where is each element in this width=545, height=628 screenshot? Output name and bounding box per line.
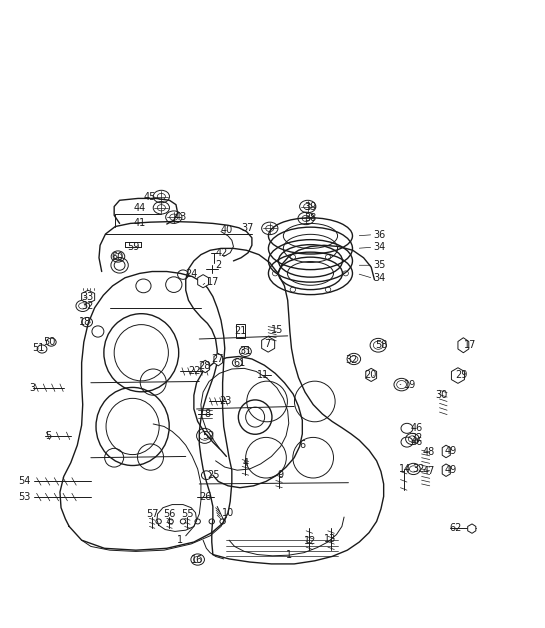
Bar <box>235 324 245 338</box>
Text: 61: 61 <box>234 358 246 368</box>
Text: 30: 30 <box>435 390 447 400</box>
Text: 43: 43 <box>175 212 187 222</box>
Text: 45: 45 <box>143 192 156 202</box>
Text: 60: 60 <box>112 252 124 261</box>
Text: 49: 49 <box>444 447 457 457</box>
Text: 18: 18 <box>79 317 91 327</box>
Text: 46: 46 <box>410 437 422 447</box>
Text: 21: 21 <box>234 327 246 337</box>
Polygon shape <box>458 338 469 353</box>
Polygon shape <box>442 445 450 458</box>
Text: 9: 9 <box>277 470 284 480</box>
Text: 37: 37 <box>241 224 254 234</box>
Polygon shape <box>442 464 450 477</box>
Text: 2: 2 <box>216 260 222 270</box>
Text: 56: 56 <box>164 509 175 519</box>
Text: 51: 51 <box>32 344 45 354</box>
Text: 25: 25 <box>208 470 220 480</box>
Polygon shape <box>366 369 377 381</box>
Text: 57: 57 <box>146 509 159 519</box>
Text: 16: 16 <box>190 555 203 565</box>
Text: 50: 50 <box>43 337 55 347</box>
Text: 36: 36 <box>373 230 386 240</box>
Text: 19: 19 <box>404 379 416 389</box>
Text: 8: 8 <box>204 409 210 419</box>
Text: 27: 27 <box>211 354 223 364</box>
Text: 10: 10 <box>222 507 234 517</box>
Text: 4: 4 <box>243 458 249 468</box>
Text: 20: 20 <box>365 371 377 380</box>
Text: 23: 23 <box>219 396 231 406</box>
Text: 12: 12 <box>304 536 317 546</box>
Text: 13: 13 <box>324 534 337 544</box>
Text: 3: 3 <box>30 382 36 392</box>
Text: 32: 32 <box>82 301 94 311</box>
Text: 52: 52 <box>202 431 215 441</box>
Text: 41: 41 <box>134 219 146 229</box>
Text: 55: 55 <box>181 509 193 519</box>
Text: 24: 24 <box>186 269 198 279</box>
Text: 48: 48 <box>423 447 435 457</box>
Text: 32: 32 <box>410 433 422 443</box>
Text: 29: 29 <box>455 371 468 380</box>
Text: 59: 59 <box>127 242 140 252</box>
Text: 14: 14 <box>399 464 411 474</box>
Text: 28: 28 <box>198 361 211 371</box>
Text: 31: 31 <box>240 347 252 357</box>
Text: 17: 17 <box>207 276 219 286</box>
Text: 58: 58 <box>375 340 387 350</box>
Text: 42: 42 <box>216 249 228 258</box>
Text: 32: 32 <box>345 355 358 365</box>
Text: 46: 46 <box>410 423 422 433</box>
Polygon shape <box>82 290 95 303</box>
Polygon shape <box>468 524 476 533</box>
Text: 40: 40 <box>220 225 233 235</box>
Text: 34: 34 <box>373 242 386 252</box>
Text: 7: 7 <box>264 339 270 349</box>
Text: 22: 22 <box>189 366 201 376</box>
Text: 38: 38 <box>304 214 316 224</box>
Text: 44: 44 <box>133 203 146 213</box>
Text: 26: 26 <box>199 492 211 502</box>
Polygon shape <box>451 368 464 383</box>
Polygon shape <box>262 337 275 352</box>
Text: 35: 35 <box>373 260 386 270</box>
Text: 5: 5 <box>45 431 52 441</box>
Text: 54: 54 <box>18 477 31 487</box>
Text: 15: 15 <box>271 325 284 335</box>
Polygon shape <box>198 274 209 288</box>
Text: 53: 53 <box>18 492 31 502</box>
Text: 39: 39 <box>304 202 316 212</box>
Text: 17: 17 <box>464 340 476 350</box>
Polygon shape <box>214 354 222 366</box>
Text: 62: 62 <box>450 523 462 533</box>
Text: 11: 11 <box>257 371 269 380</box>
Text: 1: 1 <box>286 550 292 560</box>
Polygon shape <box>201 360 210 373</box>
Text: 32: 32 <box>412 464 424 474</box>
Text: 33: 33 <box>82 291 94 301</box>
Text: 49: 49 <box>444 465 457 475</box>
Text: 47: 47 <box>423 467 435 477</box>
Text: 34: 34 <box>373 273 386 283</box>
Text: 6: 6 <box>299 440 305 450</box>
Text: 1: 1 <box>177 535 183 545</box>
